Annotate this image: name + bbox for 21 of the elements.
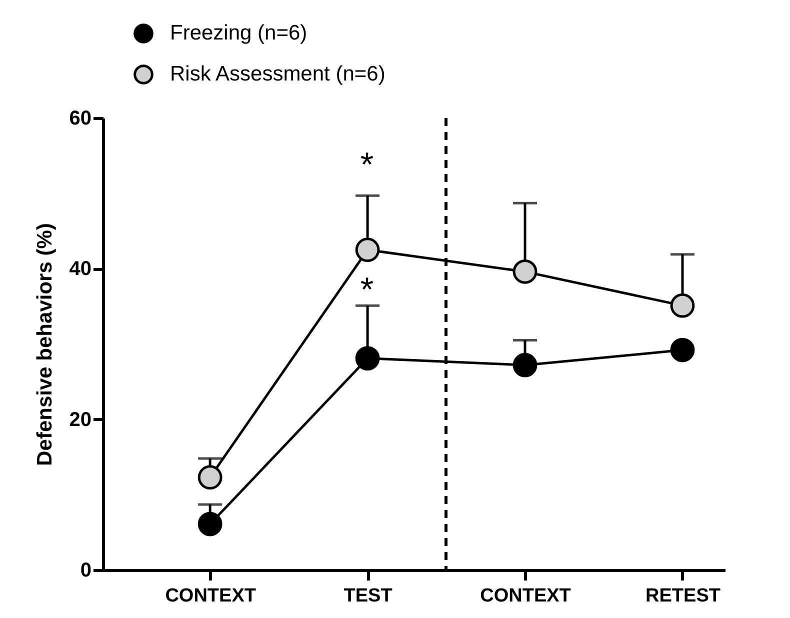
y-tick-label: 0 bbox=[80, 560, 92, 582]
point bbox=[198, 512, 222, 536]
x-tick-label: TEST bbox=[344, 586, 393, 606]
point bbox=[355, 238, 380, 262]
y-tick-label: 20 bbox=[69, 408, 92, 431]
point bbox=[512, 352, 538, 378]
point bbox=[670, 338, 695, 362]
y-tick-label: 60 bbox=[69, 108, 92, 130]
point bbox=[355, 346, 380, 370]
y-axis-title: Defensive behaviors (%) bbox=[33, 223, 56, 466]
x-tick-label: RETEST bbox=[646, 586, 721, 606]
annotation: * bbox=[360, 146, 374, 184]
y-tick-label: 40 bbox=[69, 258, 92, 280]
legend-label: Freezing (n=6) bbox=[170, 22, 308, 44]
point bbox=[512, 260, 538, 284]
x-tick-label: CONTEXT bbox=[165, 586, 256, 606]
point bbox=[670, 293, 695, 318]
legend-label: Risk Assessment (n=6) bbox=[170, 62, 386, 86]
point bbox=[198, 465, 222, 490]
x-tick-label: CONTEXT bbox=[480, 586, 572, 606]
annotation: * bbox=[360, 271, 374, 309]
